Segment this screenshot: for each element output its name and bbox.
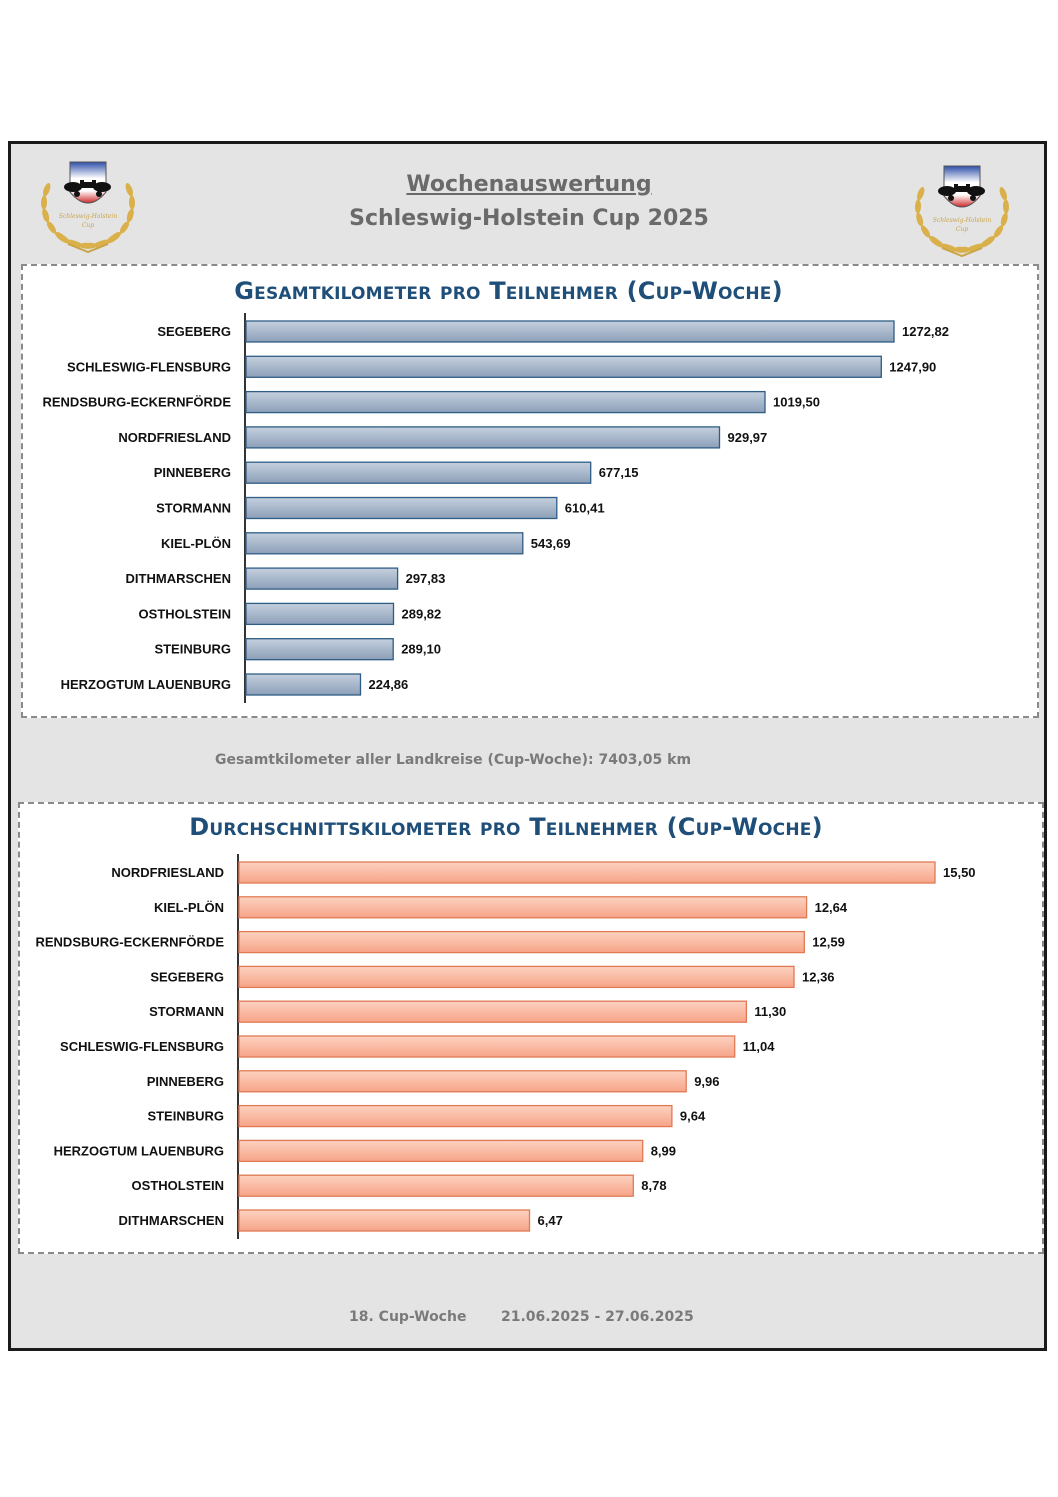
horse-carriage-icon: [64, 180, 111, 197]
value-label: 1247,90: [889, 359, 936, 374]
laurel-leaf: [931, 238, 944, 248]
wreath-ribbon: [67, 243, 109, 254]
bar-3: [245, 390, 766, 414]
laurel-leaf: [119, 221, 130, 234]
laurel-leaf: [96, 239, 110, 247]
bar-9: [245, 602, 395, 626]
laurel-leaf: [43, 183, 51, 197]
bar-2: [245, 355, 882, 378]
bar-10: [245, 638, 394, 661]
laurel-leaf: [983, 235, 995, 246]
category-label: KIEL-PLÖN: [161, 536, 231, 551]
category-label: RENDSBURG-ECKERNFÖRDE: [42, 395, 231, 410]
cup-logo-left: Schleswig-Holstein Cup: [40, 161, 136, 254]
bar-5: [245, 461, 592, 484]
logo-text-1: Schleswig-Holstein: [59, 213, 118, 220]
laurel-leaf: [126, 208, 134, 223]
page-subtitle: Schleswig-Holstein Cup 2025: [349, 206, 709, 231]
laurel-leaf: [914, 199, 922, 214]
category-label: STEINBURG: [154, 642, 231, 657]
category-label: OSTHOLSTEIN: [139, 606, 231, 621]
value-label: 224,86: [369, 677, 409, 692]
logo-text-2: Cup: [82, 222, 94, 229]
laurel-leaf: [970, 243, 984, 251]
laurel-wreath-icon: [40, 183, 136, 254]
laurel-leaf: [917, 187, 925, 201]
cup-logo-right: Schleswig-Holstein Cup: [914, 165, 1010, 258]
logo-text-2: Cup: [956, 226, 968, 233]
chart-title-average: Durchschnittskilometer pro Teilnehmer (C…: [189, 813, 823, 841]
category-label: HERZOGTUM LAUENBURG: [61, 677, 231, 692]
value-label: 1272,82: [902, 324, 949, 339]
bar-1: [245, 320, 895, 343]
laurel-leaf: [42, 208, 50, 223]
footer-week: 18. Cup-Woche: [349, 1309, 467, 1325]
category-label: NORDFRIESLAND: [118, 430, 231, 445]
laurel-leaf: [128, 195, 136, 210]
horse-carriage-icon: [938, 184, 985, 201]
laurel-leaf: [82, 242, 97, 249]
value-label: 297,83: [406, 571, 446, 586]
chart-panel-average: Durchschnittskilometer pro Teilnehmer (C…: [18, 802, 1044, 1254]
laurel-leaf: [999, 187, 1007, 201]
bar-7: [245, 532, 524, 555]
value-label: 929,97: [728, 430, 768, 445]
wreath-ribbon: [941, 247, 983, 258]
bar-11: [245, 673, 362, 696]
laurel-leaf: [956, 246, 971, 253]
value-label: 1019,50: [773, 395, 820, 410]
value-label: 289,82: [402, 606, 442, 621]
category-label: STORMANN: [156, 501, 231, 516]
logo-text-1: Schleswig-Holstein: [933, 217, 992, 224]
laurel-leaf: [57, 234, 70, 244]
laurel-leaf: [125, 183, 133, 197]
footer-dates: 21.06.2025 - 27.06.2025: [501, 1309, 694, 1325]
category-label: SCHLESWIG-FLENSBURG: [67, 359, 231, 374]
laurel-leaf: [109, 231, 121, 242]
laurel-leaf: [46, 221, 57, 234]
category-label: DITHMARSCHEN: [126, 571, 231, 586]
laurel-leaf: [993, 225, 1004, 238]
total-kilometers-text: Gesamtkilometer aller Landkreise (Cup-Wo…: [214, 752, 692, 768]
laurel-leaf: [1002, 199, 1010, 214]
category-label: PINNEBERG: [154, 465, 231, 480]
laurel-leaf: [1000, 212, 1008, 227]
value-label: 289,10: [401, 642, 441, 657]
laurel-leaf: [920, 225, 931, 238]
value-label: 543,69: [531, 536, 571, 551]
value-label: 677,15: [599, 465, 639, 480]
chart-title-total: Gesamtkilometer pro Teilnehmer (Cup-Woch…: [234, 277, 783, 305]
value-label: 610,41: [565, 501, 605, 516]
page-title: Wochenauswertung: [406, 172, 652, 197]
bar-6: [245, 496, 558, 520]
laurel-leaf: [40, 195, 48, 210]
bar-8: [245, 567, 399, 590]
laurel-leaf: [916, 212, 924, 227]
laurel-wreath-icon: [914, 187, 1010, 258]
bar-4: [245, 426, 721, 449]
category-label: SEGEBERG: [157, 324, 231, 339]
